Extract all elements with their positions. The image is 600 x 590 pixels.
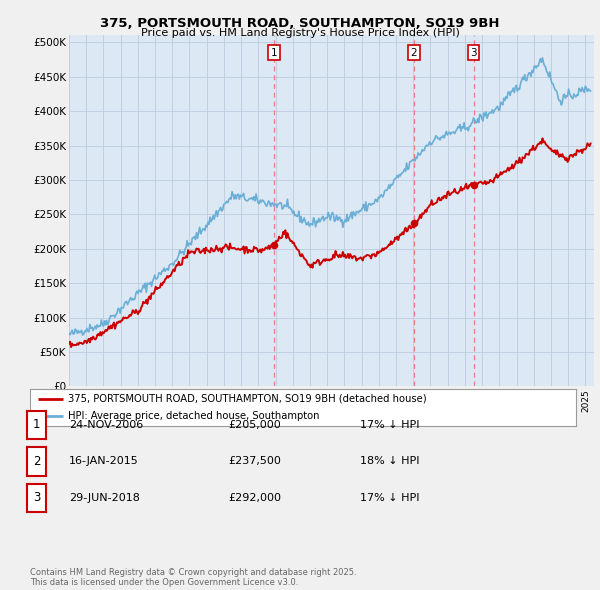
Text: 16-JAN-2015: 16-JAN-2015 [69,457,139,466]
Text: £237,500: £237,500 [228,457,281,466]
Text: 2: 2 [33,455,40,468]
Point [409,218,419,228]
Point [269,241,278,250]
Text: Price paid vs. HM Land Registry's House Price Index (HPI): Price paid vs. HM Land Registry's House … [140,28,460,38]
Text: 3: 3 [33,491,40,504]
Text: 1: 1 [271,48,277,58]
Text: 2: 2 [410,48,417,58]
Text: £205,000: £205,000 [228,420,281,430]
Text: Contains HM Land Registry data © Crown copyright and database right 2025.
This d: Contains HM Land Registry data © Crown c… [30,568,356,587]
Text: 18% ↓ HPI: 18% ↓ HPI [360,457,419,466]
Text: 17% ↓ HPI: 17% ↓ HPI [360,493,419,503]
Point [469,181,478,190]
Text: 1: 1 [33,418,40,431]
Text: 17% ↓ HPI: 17% ↓ HPI [360,420,419,430]
Text: £292,000: £292,000 [228,493,281,503]
Text: 29-JUN-2018: 29-JUN-2018 [69,493,140,503]
Text: 375, PORTSMOUTH ROAD, SOUTHAMPTON, SO19 9BH (detached house): 375, PORTSMOUTH ROAD, SOUTHAMPTON, SO19 … [68,394,427,404]
Text: 3: 3 [470,48,477,58]
Text: HPI: Average price, detached house, Southampton: HPI: Average price, detached house, Sout… [68,411,320,421]
Text: 375, PORTSMOUTH ROAD, SOUTHAMPTON, SO19 9BH: 375, PORTSMOUTH ROAD, SOUTHAMPTON, SO19 … [100,17,500,30]
Text: 24-NOV-2006: 24-NOV-2006 [69,420,143,430]
